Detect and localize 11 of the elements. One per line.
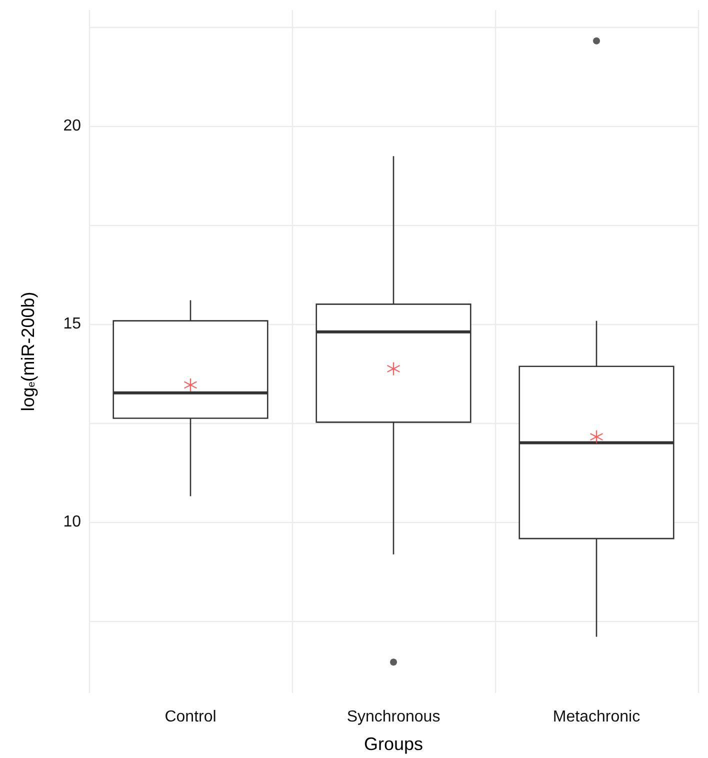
y-axis-title: loge(miR-200b) <box>18 292 38 412</box>
y-tick-label: 20 <box>63 118 82 135</box>
point <box>184 378 197 392</box>
y-tick-label: 10 <box>63 513 82 530</box>
x-tick-label: Metachronic <box>552 708 640 726</box>
x-tick-label: Control <box>164 708 216 726</box>
x-axis-title: Groups <box>364 734 424 754</box>
point <box>590 430 603 444</box>
y-tick-label: 15 <box>63 315 82 332</box>
point <box>387 362 400 376</box>
x-tick-label: Synchronous <box>346 708 440 726</box>
